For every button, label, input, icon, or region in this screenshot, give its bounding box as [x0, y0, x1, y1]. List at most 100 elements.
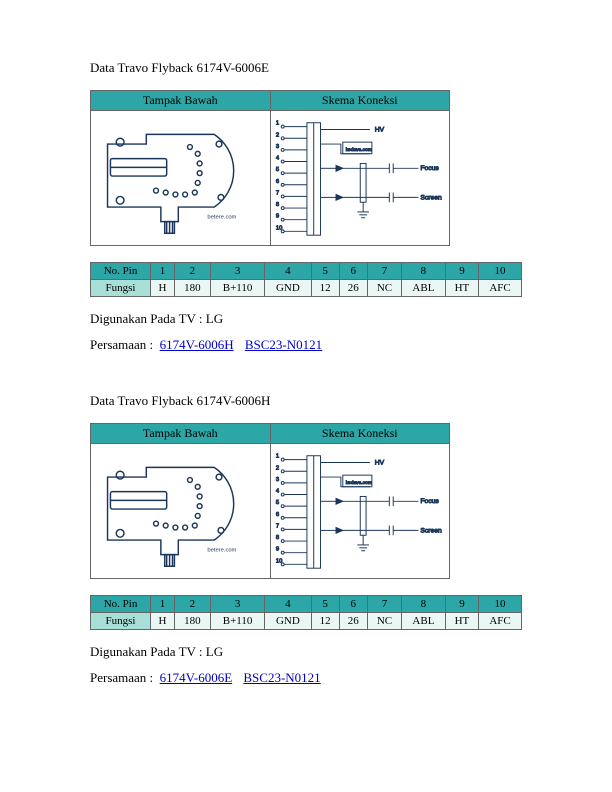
- svg-text:Screen: Screen: [420, 527, 442, 534]
- svg-text:5: 5: [275, 167, 278, 173]
- svg-text:7: 7: [275, 190, 278, 196]
- pin-func: HT: [445, 280, 478, 297]
- footprint-cell: betere.com: [91, 111, 271, 246]
- pin-number: 8: [402, 596, 446, 613]
- pin-table: No. Pin 12345678910 Fungsi H180B+110GND1…: [90, 262, 522, 297]
- pin-table: No. Pin 12345678910 Fungsi H180B+110GND1…: [90, 595, 522, 630]
- pin-number: 6: [339, 596, 367, 613]
- svg-text:betere.com: betere.com: [207, 548, 236, 554]
- diagram-header-schematic: Skema Koneksi: [270, 424, 450, 444]
- svg-text:Focus: Focus: [420, 498, 439, 505]
- func-header-label: Fungsi: [91, 280, 151, 297]
- equivalents: Persamaan : 6174V-6006E BSC23-N0121: [90, 670, 522, 686]
- svg-text:6: 6: [275, 179, 278, 185]
- used-on-tv: Digunakan Pada TV : LG: [90, 644, 522, 660]
- svg-text:1: 1: [275, 454, 278, 460]
- pin-func: B+110: [210, 613, 264, 630]
- schematic-cell: 1 2 3 4 5 6: [270, 111, 450, 246]
- pin-func: ABL: [402, 613, 446, 630]
- svg-text:1: 1: [275, 121, 278, 127]
- persamaan-label: Persamaan :: [90, 337, 153, 352]
- diagram-table: Tampak Bawah Skema Koneksi betere.com: [90, 90, 450, 246]
- pin-number: 9: [445, 596, 478, 613]
- pin-header-label: No. Pin: [91, 263, 151, 280]
- equivalents: Persamaan : 6174V-6006H BSC23-N0121: [90, 337, 522, 353]
- pin-func: AFC: [479, 280, 522, 297]
- svg-text:9: 9: [275, 547, 278, 553]
- pin-number: 10: [479, 263, 522, 280]
- pin-func: 26: [339, 280, 367, 297]
- svg-text:4: 4: [275, 156, 279, 162]
- pin-func: H: [151, 280, 175, 297]
- equiv-link[interactable]: BSC23-N0121: [245, 337, 322, 352]
- pin-number: 3: [210, 263, 264, 280]
- pin-func: 180: [174, 280, 210, 297]
- pin-func: GND: [265, 280, 311, 297]
- pin-number: 5: [311, 263, 339, 280]
- svg-text:10: 10: [275, 558, 281, 564]
- pin-func: 180: [174, 613, 210, 630]
- pin-number: 7: [367, 596, 401, 613]
- flyback-section: Data Travo Flyback 6174V-6006H Tampak Ba…: [90, 393, 522, 686]
- svg-text:kedava.com: kedava.com: [345, 147, 371, 153]
- pin-func: NC: [367, 280, 401, 297]
- svg-text:3: 3: [275, 477, 278, 483]
- pin-func: B+110: [210, 280, 264, 297]
- svg-text:8: 8: [275, 535, 278, 541]
- pin-number: 10: [479, 596, 522, 613]
- pin-number: 1: [151, 263, 175, 280]
- pin-number: 2: [174, 263, 210, 280]
- svg-text:kedava.com: kedava.com: [345, 480, 371, 486]
- section-title: Data Travo Flyback 6174V-6006E: [90, 60, 522, 76]
- svg-text:10: 10: [275, 225, 281, 231]
- diagram-table: Tampak Bawah Skema Koneksi betere.com: [90, 423, 450, 579]
- pin-func: 26: [339, 613, 367, 630]
- svg-text:Focus: Focus: [420, 165, 439, 172]
- pin-number: 7: [367, 263, 401, 280]
- svg-text:9: 9: [275, 214, 278, 220]
- svg-text:betere.com: betere.com: [207, 215, 236, 221]
- svg-text:8: 8: [275, 202, 278, 208]
- equiv-link[interactable]: 6174V-6006H: [160, 337, 234, 352]
- svg-text:4: 4: [275, 489, 279, 495]
- pin-func: NC: [367, 613, 401, 630]
- footprint-cell: betere.com: [91, 444, 271, 579]
- pin-header-label: No. Pin: [91, 596, 151, 613]
- pin-number: 8: [402, 263, 446, 280]
- svg-text:Screen: Screen: [420, 194, 442, 201]
- svg-text:HV: HV: [374, 126, 384, 133]
- diagram-header-bottom: Tampak Bawah: [91, 91, 271, 111]
- svg-text:2: 2: [275, 132, 278, 138]
- pin-func: 12: [311, 280, 339, 297]
- svg-text:6: 6: [275, 512, 278, 518]
- pin-func: H: [151, 613, 175, 630]
- pin-func: AFC: [479, 613, 522, 630]
- pin-number: 4: [265, 596, 311, 613]
- pin-func: 12: [311, 613, 339, 630]
- func-header-label: Fungsi: [91, 613, 151, 630]
- pin-number: 3: [210, 596, 264, 613]
- diagram-header-bottom: Tampak Bawah: [91, 424, 271, 444]
- pin-number: 1: [151, 596, 175, 613]
- pin-func: ABL: [402, 280, 446, 297]
- flyback-section: Data Travo Flyback 6174V-6006E Tampak Ba…: [90, 60, 522, 353]
- svg-text:3: 3: [275, 144, 278, 150]
- pin-number: 9: [445, 263, 478, 280]
- svg-text:2: 2: [275, 465, 278, 471]
- pin-number: 4: [265, 263, 311, 280]
- persamaan-label: Persamaan :: [90, 670, 153, 685]
- section-title: Data Travo Flyback 6174V-6006H: [90, 393, 522, 409]
- pin-func: HT: [445, 613, 478, 630]
- pin-number: 5: [311, 596, 339, 613]
- equiv-link[interactable]: 6174V-6006E: [160, 670, 232, 685]
- diagram-header-schematic: Skema Koneksi: [270, 91, 450, 111]
- pin-number: 2: [174, 596, 210, 613]
- equiv-link[interactable]: BSC23-N0121: [243, 670, 320, 685]
- schematic-cell: 1 2 3 4 5 6: [270, 444, 450, 579]
- svg-text:5: 5: [275, 500, 278, 506]
- svg-text:7: 7: [275, 523, 278, 529]
- used-on-tv: Digunakan Pada TV : LG: [90, 311, 522, 327]
- pin-number: 6: [339, 263, 367, 280]
- svg-text:HV: HV: [374, 459, 384, 466]
- pin-func: GND: [265, 613, 311, 630]
